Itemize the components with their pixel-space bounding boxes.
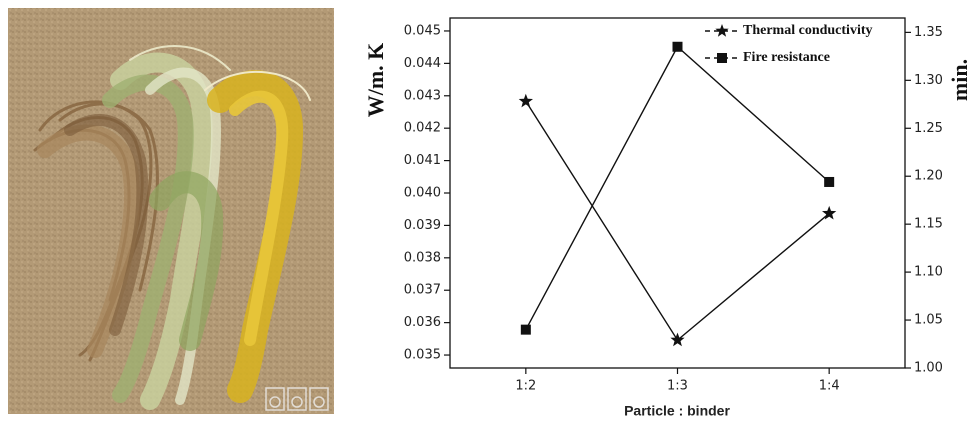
y-tick-label: 0.044 [404, 56, 441, 71]
series-line [525, 100, 830, 342]
y2-tick-label: 1.35 [914, 25, 943, 40]
data-point [672, 41, 683, 52]
y-tick-label: 0.039 [404, 218, 441, 233]
x-tick-label: 1:4 [819, 379, 840, 394]
y2-tick-label: 1.05 [914, 313, 943, 328]
data-point [670, 332, 685, 347]
y-tick-label: 0.037 [404, 283, 441, 298]
y2-tick-label: 1.25 [914, 121, 943, 136]
y-tick-label: 0.042 [404, 121, 441, 136]
y-tick-label: 0.038 [404, 250, 441, 265]
legend-label: Fire resistance [743, 50, 830, 65]
legend-marker [717, 53, 727, 63]
data-point [518, 93, 533, 108]
data-point [824, 176, 835, 187]
y2-tick-label: 1.00 [914, 361, 943, 376]
legend-label: Thermal conductivity [743, 23, 873, 38]
y2-tick-label: 1.15 [914, 217, 943, 232]
y-tick-label: 0.041 [404, 153, 441, 168]
legend-marker [715, 24, 729, 37]
y-tick-label: 0.036 [404, 315, 441, 330]
series-line [525, 45, 830, 330]
y-axis-title: W/m. K [363, 43, 388, 118]
y-tick-label: 0.035 [404, 348, 441, 363]
data-point [520, 324, 531, 335]
y-tick-label: 0.040 [404, 186, 441, 201]
y2-tick-label: 1.30 [914, 73, 943, 88]
fiber-photo [8, 8, 334, 414]
x-tick-label: 1:2 [515, 379, 536, 394]
y2-tick-label: 1.10 [914, 265, 943, 280]
x-tick-label: 1:3 [667, 379, 688, 394]
data-point [822, 205, 837, 220]
x-axis-title: Particle : binder [624, 403, 730, 419]
y2-axis-title: min. [947, 59, 972, 101]
y-tick-label: 0.045 [404, 23, 441, 38]
y2-tick-label: 1.20 [914, 169, 943, 184]
plot-frame [449, 17, 906, 369]
y-tick-label: 0.043 [404, 88, 441, 103]
